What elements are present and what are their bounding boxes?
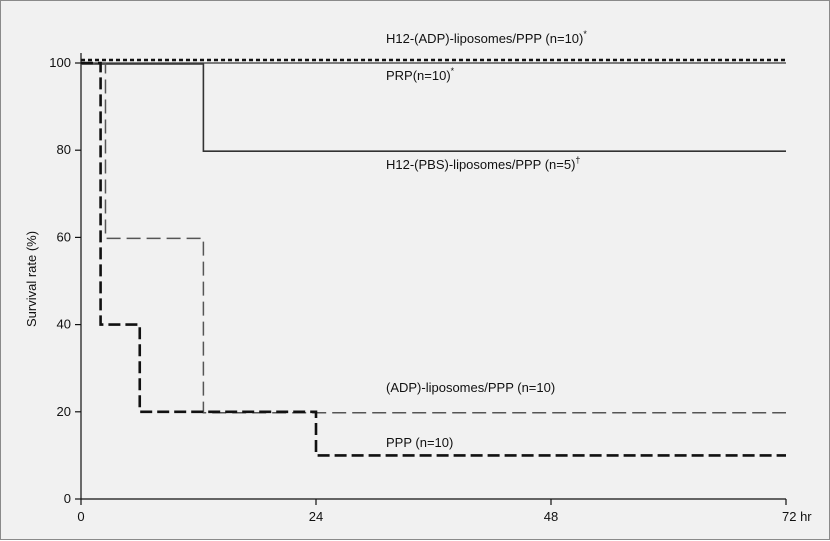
y-axis-title: Survival rate (%) (24, 231, 39, 327)
x-tick-label: 24 (309, 509, 323, 524)
series-annotations: H12-(ADP)-liposomes/PPP (n=10)* PRP(n=10)… (386, 29, 587, 450)
series-label-superscript: * (583, 29, 587, 39)
series-line-adp-liposomes-ppp-n-10 (81, 63, 786, 414)
y-tick-label: 100 (49, 55, 71, 70)
x-tick-label: 0 (77, 509, 84, 524)
y-tick-label: 60 (57, 229, 71, 244)
series-label: (ADP)-liposomes/PPP (n=10) (386, 380, 555, 395)
series-label: PPP (n=10) (386, 435, 453, 450)
axes: 0 20 40 60 80 100 0 24 48 72 hr (49, 53, 812, 524)
series-label: H12-(ADP)-liposomes/PPP (n=10)* (386, 29, 587, 46)
y-tick-label: 40 (57, 317, 71, 332)
y-tick-label: 80 (57, 142, 71, 157)
x-tick-label: 48 (544, 509, 558, 524)
y-tick-label: 0 (64, 491, 71, 506)
series-line-h12-pbs-liposomes-ppp-n-5 (81, 63, 786, 152)
series-label: H12-(PBS)-liposomes/PPP (n=5)† (386, 155, 580, 172)
series-label-superscript: † (575, 155, 580, 165)
y-tick-label: 20 (57, 404, 71, 419)
series-label: PRP(n=10)* (386, 66, 455, 83)
series-label-superscript: * (451, 66, 455, 76)
x-tick-label: 72 hr (782, 509, 812, 524)
series-line-ppp-n-10 (81, 61, 786, 457)
series-lines (81, 58, 786, 457)
